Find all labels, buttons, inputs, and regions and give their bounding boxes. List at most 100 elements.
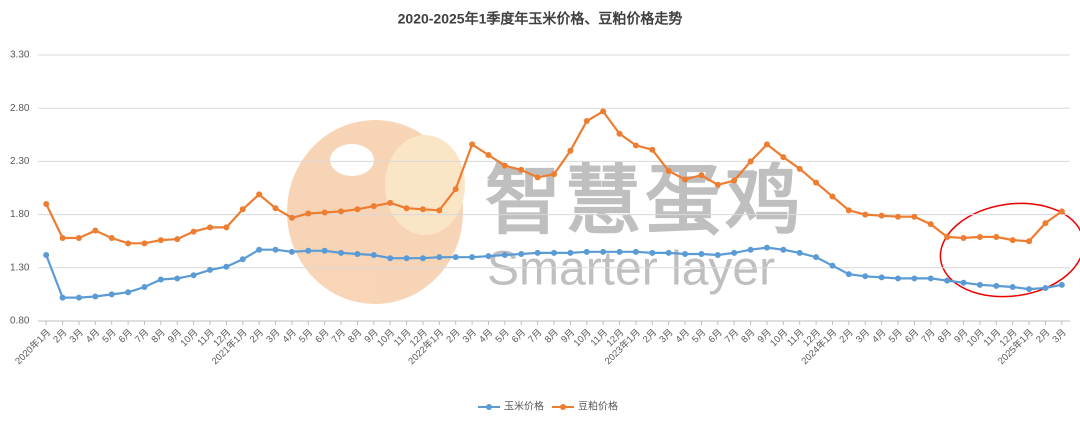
data-point — [1009, 283, 1016, 290]
data-point — [174, 236, 181, 243]
data-point — [141, 283, 148, 290]
data-point — [1058, 281, 1065, 288]
data-point — [43, 252, 50, 259]
data-point — [1009, 237, 1016, 244]
data-point — [125, 289, 132, 296]
data-point — [927, 275, 934, 282]
data-point — [256, 246, 263, 253]
watermark-text: Smarter layer — [487, 243, 775, 296]
data-point — [485, 152, 492, 159]
data-point — [878, 212, 885, 219]
data-point — [469, 141, 476, 148]
data-point — [305, 247, 312, 254]
data-point — [911, 213, 918, 220]
data-point — [157, 276, 164, 283]
data-point — [190, 228, 197, 235]
watermark-text: 智慧蛋鸡 — [485, 159, 805, 244]
data-point — [698, 250, 705, 257]
data-point — [616, 130, 623, 137]
data-point — [338, 249, 345, 256]
data-point — [288, 214, 295, 221]
chart-title: 2020-2025年1季度年玉米价格、豆粕价格走势 — [398, 11, 683, 27]
data-point — [796, 165, 803, 172]
data-point — [665, 249, 672, 256]
y-tick-label: 2.80 — [10, 103, 30, 114]
data-point — [239, 256, 246, 263]
data-point — [813, 179, 820, 186]
data-point — [862, 273, 869, 280]
data-point — [75, 235, 82, 242]
data-point — [682, 176, 689, 183]
data-point — [600, 248, 607, 255]
data-point — [747, 246, 754, 253]
data-point — [649, 249, 656, 256]
data-point — [960, 279, 967, 286]
y-tick-label: 0.80 — [10, 316, 30, 327]
data-point — [403, 205, 410, 212]
data-point — [436, 254, 443, 261]
data-point — [632, 248, 639, 255]
data-point — [895, 213, 901, 220]
y-tick-label: 1.80 — [10, 209, 30, 220]
data-point — [223, 263, 230, 270]
data-point — [1058, 208, 1065, 215]
data-point — [747, 158, 754, 165]
data-point — [239, 206, 246, 213]
data-point — [616, 248, 623, 255]
data-point — [387, 199, 394, 206]
data-point — [731, 249, 738, 256]
legend-label: 玉米价格 — [504, 400, 544, 413]
data-point — [501, 162, 508, 169]
data-point — [288, 248, 295, 255]
data-point — [321, 209, 328, 216]
data-point — [338, 208, 345, 215]
data-point — [944, 277, 951, 284]
data-point — [157, 237, 164, 244]
data-point — [469, 254, 476, 261]
data-point — [567, 147, 574, 154]
data-point — [780, 246, 787, 253]
data-point — [1026, 286, 1033, 293]
data-point — [59, 235, 66, 242]
data-point — [632, 142, 639, 149]
data-point — [698, 172, 705, 179]
data-point — [763, 141, 770, 148]
data-point — [354, 250, 361, 257]
data-point — [207, 266, 213, 273]
data-point — [682, 250, 689, 257]
data-point — [174, 275, 181, 282]
data-point — [895, 275, 901, 282]
data-point — [665, 167, 672, 174]
data-point — [370, 203, 377, 210]
data-point — [452, 186, 459, 193]
data-point — [993, 233, 1000, 240]
data-point — [714, 181, 721, 188]
data-point — [108, 235, 115, 242]
data-point — [1042, 285, 1049, 292]
data-point — [714, 252, 721, 259]
y-tick-label: 2.30 — [10, 156, 30, 167]
data-point — [731, 177, 738, 184]
highlight-ellipse — [939, 202, 1080, 298]
data-point — [927, 221, 934, 228]
y-tick-label: 1.30 — [10, 262, 30, 273]
data-point — [796, 249, 803, 256]
data-point — [501, 252, 508, 259]
data-point — [551, 171, 557, 178]
data-point — [125, 240, 132, 247]
data-point — [845, 207, 852, 214]
data-point — [92, 227, 99, 234]
data-point — [829, 262, 836, 269]
data-point — [370, 252, 377, 259]
legend-marker — [486, 404, 492, 410]
data-point — [141, 240, 148, 247]
logo-shape — [330, 144, 374, 176]
data-point — [272, 246, 279, 253]
data-point — [878, 274, 885, 281]
data-point — [305, 210, 312, 217]
data-point — [813, 254, 820, 261]
data-point — [649, 146, 656, 153]
data-point — [829, 193, 836, 200]
data-point — [403, 255, 410, 262]
